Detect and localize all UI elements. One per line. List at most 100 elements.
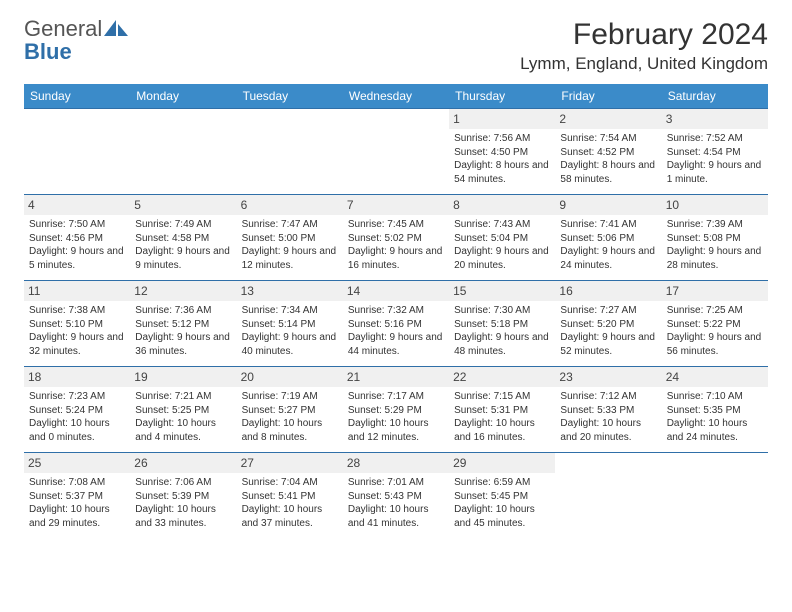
sunset-line: Sunset: 5:16 PM — [348, 318, 444, 332]
weekday-header: Sunday — [24, 84, 130, 109]
sunset-line: Sunset: 4:50 PM — [454, 146, 550, 160]
daylight-line: Daylight: 9 hours and 52 minutes. — [560, 331, 656, 358]
day-number: 9 — [555, 195, 661, 215]
daylight-line: Daylight: 10 hours and 41 minutes. — [348, 503, 444, 530]
sunrise-line: Sunrise: 7:50 AM — [29, 218, 125, 232]
daylight-line: Daylight: 9 hours and 16 minutes. — [348, 245, 444, 272]
calendar-day-cell: 11Sunrise: 7:38 AMSunset: 5:10 PMDayligh… — [24, 281, 130, 367]
calendar-day-cell: 13Sunrise: 7:34 AMSunset: 5:14 PMDayligh… — [237, 281, 343, 367]
sunset-line: Sunset: 4:58 PM — [135, 232, 231, 246]
sunset-line: Sunset: 5:06 PM — [560, 232, 656, 246]
day-number: 29 — [449, 453, 555, 473]
logo-sail-icon — [104, 18, 130, 36]
calendar-day-cell: 1 Sunrise: 7:56 AMSunset: 4:50 PMDaylight… — [449, 109, 555, 195]
sunrise-line: Sunrise: 7:32 AM — [348, 304, 444, 318]
calendar-day-cell: 22 Sunrise: 7:15 AMSunset: 5:31 PMDayligh… — [449, 367, 555, 453]
calendar-empty-cell — [130, 109, 236, 195]
day-number: 2 — [555, 109, 661, 129]
sunrise-line: Sunrise: 7:39 AM — [667, 218, 763, 232]
sunset-line: Sunset: 5:02 PM — [348, 232, 444, 246]
calendar-day-cell: 7Sunrise: 7:45 AMSunset: 5:02 PMDaylight… — [343, 195, 449, 281]
sunrise-line: Sunrise: 7:10 AM — [667, 390, 763, 404]
sunrise-line: Sunrise: 7:15 AM — [454, 390, 550, 404]
day-number: 22 — [449, 367, 555, 387]
day-number: 21 — [343, 367, 449, 387]
calendar-empty-cell — [24, 109, 130, 195]
sunset-line: Sunset: 5:20 PM — [560, 318, 656, 332]
sunset-line: Sunset: 5:04 PM — [454, 232, 550, 246]
sunset-line: Sunset: 5:14 PM — [242, 318, 338, 332]
daylight-line: Daylight: 10 hours and 37 minutes. — [242, 503, 338, 530]
sunset-line: Sunset: 5:12 PM — [135, 318, 231, 332]
sunrise-line: Sunrise: 7:36 AM — [135, 304, 231, 318]
calendar-day-cell: 29Sunrise: 6:59 AMSunset: 5:45 PMDayligh… — [449, 453, 555, 539]
calendar-week-row: 11Sunrise: 7:38 AMSunset: 5:10 PMDayligh… — [24, 281, 768, 367]
daylight-line: Daylight: 9 hours and 20 minutes. — [454, 245, 550, 272]
daylight-line: Daylight: 8 hours and 58 minutes. — [560, 159, 656, 186]
day-number: 27 — [237, 453, 343, 473]
day-number: 11 — [24, 281, 130, 301]
sunrise-line: Sunrise: 7:17 AM — [348, 390, 444, 404]
day-number: 28 — [343, 453, 449, 473]
sunrise-line: Sunrise: 7:43 AM — [454, 218, 550, 232]
day-number: 3 — [662, 109, 768, 129]
logo-word-1: General — [24, 16, 102, 41]
sunset-line: Sunset: 5:08 PM — [667, 232, 763, 246]
calendar-week-row: 4Sunrise: 7:50 AMSunset: 4:56 PMDaylight… — [24, 195, 768, 281]
daylight-line: Daylight: 10 hours and 16 minutes. — [454, 417, 550, 444]
sunset-line: Sunset: 5:41 PM — [242, 490, 338, 504]
day-number: 4 — [24, 195, 130, 215]
daylight-line: Daylight: 10 hours and 33 minutes. — [135, 503, 231, 530]
daylight-line: Daylight: 9 hours and 44 minutes. — [348, 331, 444, 358]
calendar-week-row: 18 Sunrise: 7:23 AMSunset: 5:24 PM Dayligh… — [24, 367, 768, 453]
sunset-line: Sunset: 5:39 PM — [135, 490, 231, 504]
calendar-day-cell: 3Sunrise: 7:52 AMSunset: 4:54 PMDaylight… — [662, 109, 768, 195]
day-number: 8 — [449, 195, 555, 215]
sunset-line: Sunset: 5:37 PM — [29, 490, 125, 504]
day-number: 23 — [555, 367, 661, 387]
sunrise-line: Sunrise: 7:23 AM — [29, 390, 125, 404]
calendar-empty-cell — [237, 109, 343, 195]
weekday-header: Tuesday — [237, 84, 343, 109]
day-number: 17 — [662, 281, 768, 301]
daylight-line: Daylight: 9 hours and 28 minutes. — [667, 245, 763, 272]
daylight-line: Daylight: 10 hours and 12 minutes. — [348, 417, 444, 444]
daylight-line: Daylight: 10 hours and 45 minutes. — [454, 503, 550, 530]
daylight-line: Daylight: 8 hours and 54 minutes. — [454, 159, 550, 186]
day-number: 1 — [449, 109, 555, 129]
sunrise-line: Sunrise: 7:01 AM — [348, 476, 444, 490]
calendar-week-row: 1Sunrise: 7:56 AMSunset: 4:50 PMDaylight… — [24, 109, 768, 195]
calendar-table: SundayMondayTuesdayWednesdayThursdayFrid… — [24, 84, 768, 539]
sunset-line: Sunset: 5:31 PM — [454, 404, 550, 418]
sunset-line: Sunset: 5:27 PM — [242, 404, 338, 418]
day-number: 16 — [555, 281, 661, 301]
sunrise-line: Sunrise: 7:12 AM — [560, 390, 656, 404]
daylight-line: Daylight: 9 hours and 48 minutes. — [454, 331, 550, 358]
daylight-line: Daylight: 10 hours and 20 minutes. — [560, 417, 656, 444]
calendar-day-cell: 10Sunrise: 7:39 AMSunset: 5:08 PMDayligh… — [662, 195, 768, 281]
sunrise-line: Sunrise: 7:08 AM — [29, 476, 125, 490]
weekday-header: Thursday — [449, 84, 555, 109]
sunrise-line: Sunrise: 7:56 AM — [454, 132, 550, 146]
weekday-header: Monday — [130, 84, 236, 109]
calendar-day-cell: 17Sunrise: 7:25 AMSunset: 5:22 PMDayligh… — [662, 281, 768, 367]
sunset-line: Sunset: 5:10 PM — [29, 318, 125, 332]
calendar-empty-cell — [343, 109, 449, 195]
sunrise-line: Sunrise: 7:41 AM — [560, 218, 656, 232]
day-number: 18 — [24, 367, 130, 387]
day-number: 7 — [343, 195, 449, 215]
calendar-day-cell: 19Sunrise: 7:21 AMSunset: 5:25 PMDayligh… — [130, 367, 236, 453]
sunset-line: Sunset: 5:43 PM — [348, 490, 444, 504]
sunset-line: Sunset: 5:35 PM — [667, 404, 763, 418]
daylight-line: Daylight: 9 hours and 12 minutes. — [242, 245, 338, 272]
calendar-empty-cell — [662, 453, 768, 539]
sunset-line: Sunset: 5:24 PM — [29, 404, 125, 418]
calendar-day-cell: 16Sunrise: 7:27 AMSunset: 5:20 PMDayligh… — [555, 281, 661, 367]
daylight-line: Daylight: 9 hours and 5 minutes. — [29, 245, 125, 272]
sunrise-line: Sunrise: 7:52 AM — [667, 132, 763, 146]
sunrise-line: Sunrise: 7:30 AM — [454, 304, 550, 318]
calendar-empty-cell — [555, 453, 661, 539]
sunrise-line: Sunrise: 7:21 AM — [135, 390, 231, 404]
weekday-header: Friday — [555, 84, 661, 109]
sunrise-line: Sunrise: 7:04 AM — [242, 476, 338, 490]
